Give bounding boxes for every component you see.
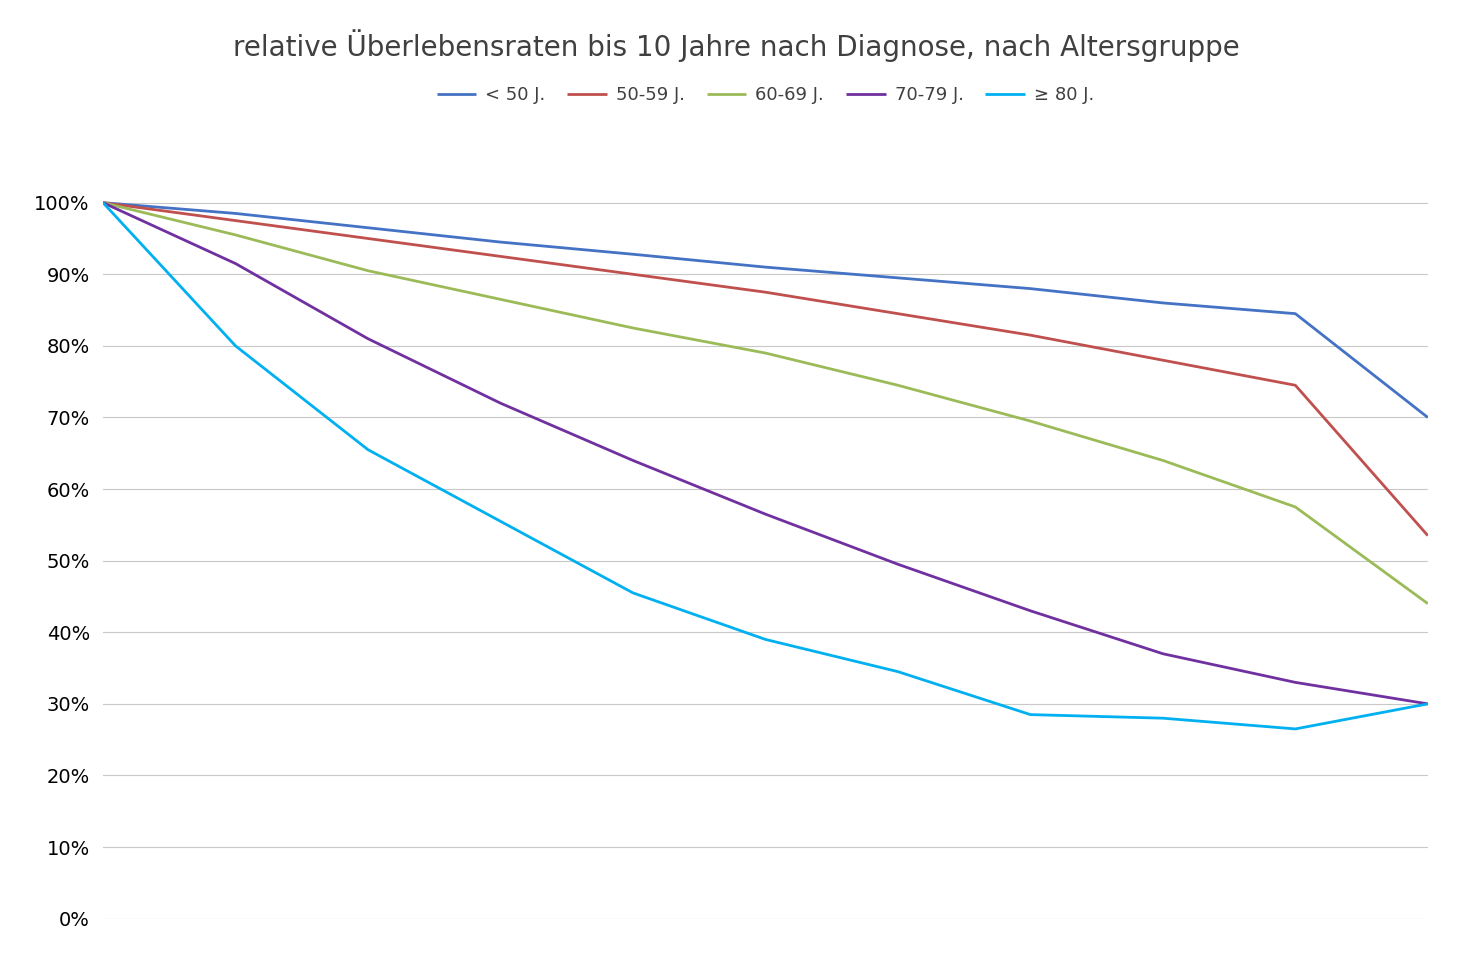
70-79 J.	[889, 559, 907, 571]
70-79 J.	[359, 333, 377, 344]
50-59 J.	[1419, 530, 1437, 542]
50-59 J.	[624, 269, 642, 280]
Line: 70-79 J.: 70-79 J.	[103, 203, 1428, 704]
≥ 80 J.	[624, 587, 642, 599]
Line: ≥ 80 J.: ≥ 80 J.	[103, 203, 1428, 729]
50-59 J.	[359, 233, 377, 245]
60-69 J.	[1022, 415, 1039, 426]
< 50 J.	[1287, 308, 1304, 319]
50-59 J.	[94, 197, 112, 209]
Line: 50-59 J.: 50-59 J.	[103, 203, 1428, 536]
70-79 J.	[492, 397, 509, 409]
≥ 80 J.	[359, 444, 377, 455]
≥ 80 J.	[94, 197, 112, 209]
60-69 J.	[359, 265, 377, 277]
70-79 J.	[1154, 648, 1172, 659]
≥ 80 J.	[889, 666, 907, 678]
< 50 J.	[757, 261, 774, 273]
60-69 J.	[889, 379, 907, 391]
< 50 J.	[624, 249, 642, 260]
≥ 80 J.	[227, 340, 244, 352]
Line: < 50 J.: < 50 J.	[103, 203, 1428, 418]
50-59 J.	[492, 250, 509, 262]
≥ 80 J.	[1154, 713, 1172, 724]
50-59 J.	[757, 286, 774, 298]
60-69 J.	[1287, 501, 1304, 513]
50-59 J.	[889, 308, 907, 319]
< 50 J.	[492, 236, 509, 248]
≥ 80 J.	[492, 515, 509, 527]
70-79 J.	[227, 258, 244, 270]
70-79 J.	[1419, 698, 1437, 710]
< 50 J.	[94, 197, 112, 209]
60-69 J.	[492, 294, 509, 306]
≥ 80 J.	[1287, 723, 1304, 735]
60-69 J.	[757, 347, 774, 359]
Legend: < 50 J., 50-59 J., 60-69 J., 70-79 J., ≥ 80 J.: < 50 J., 50-59 J., 60-69 J., 70-79 J., ≥…	[437, 86, 1094, 104]
Line: 60-69 J.: 60-69 J.	[103, 203, 1428, 603]
50-59 J.	[1022, 330, 1039, 341]
≥ 80 J.	[1022, 709, 1039, 720]
< 50 J.	[1154, 297, 1172, 308]
50-59 J.	[1287, 379, 1304, 391]
60-69 J.	[1419, 598, 1437, 609]
< 50 J.	[227, 208, 244, 220]
70-79 J.	[624, 454, 642, 466]
70-79 J.	[1287, 677, 1304, 689]
< 50 J.	[1022, 282, 1039, 294]
60-69 J.	[1154, 454, 1172, 466]
< 50 J.	[359, 222, 377, 234]
50-59 J.	[227, 215, 244, 226]
< 50 J.	[1419, 412, 1437, 424]
70-79 J.	[1022, 605, 1039, 617]
≥ 80 J.	[757, 633, 774, 645]
60-69 J.	[624, 322, 642, 334]
70-79 J.	[757, 509, 774, 520]
≥ 80 J.	[1419, 698, 1437, 710]
Text: relative Überlebensraten bis 10 Jahre nach Diagnose, nach Altersgruppe: relative Überlebensraten bis 10 Jahre na…	[233, 29, 1239, 62]
60-69 J.	[94, 197, 112, 209]
< 50 J.	[889, 272, 907, 283]
60-69 J.	[227, 229, 244, 241]
70-79 J.	[94, 197, 112, 209]
50-59 J.	[1154, 354, 1172, 366]
